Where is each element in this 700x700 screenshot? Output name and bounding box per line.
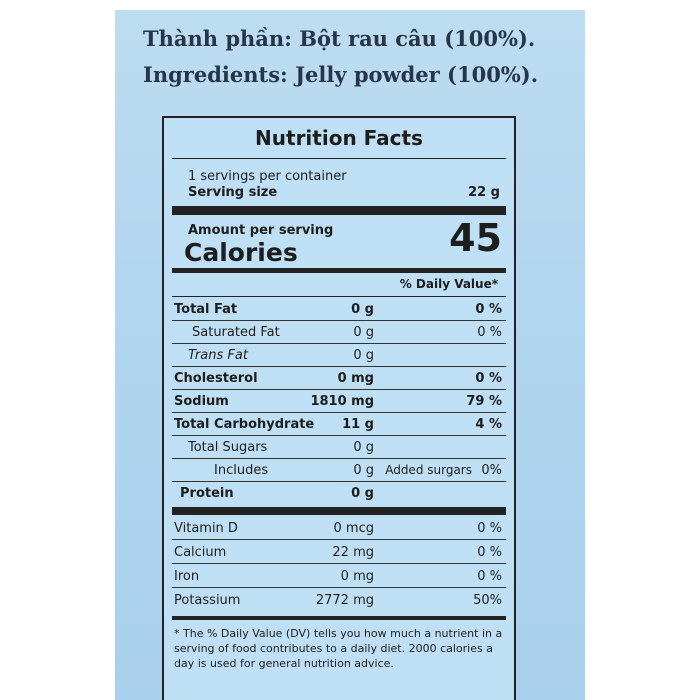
nutrient-name: Total Carbohydrate [174,417,315,432]
nutrient-dv: 79 % [466,394,502,409]
nutrient-row-iron: Iron 0 mg 0 % [164,566,514,588]
nutrient-row-trans-fat: Trans Fat 0 g [164,345,514,367]
thick-divider [172,507,506,515]
nutrient-dv: 0 % [477,569,502,584]
nutrient-name: Calcium [174,545,227,560]
daily-value-footnote: * The % Daily Value (DV) tells you how m… [174,627,503,670]
nutrient-dv: 50% [473,593,502,608]
nutrient-dv: 4 % [475,417,502,432]
nutrient-amount: 0 g [353,325,374,340]
calories-value: 45 [449,216,502,260]
nutrient-name: Trans Fat [188,348,248,363]
nutrient-dv: 0% [481,463,502,478]
ingredients-vietnamese: Thành phần: Bột rau câu (100%). [143,26,536,51]
nutrition-facts-panel: Nutrition Facts 1 servings per container… [162,116,516,700]
nutrient-amount: 0 g [353,348,374,363]
nutrient-dv: 0 % [477,521,502,536]
nutrient-row-calcium: Calcium 22 mg 0 % [164,542,514,564]
medium-divider [172,616,506,620]
nutrient-row-vitamin-d: Vitamin D 0 mcg 0 % [164,518,514,540]
calories-label: Calories [184,238,298,267]
nutrient-name: Protein [180,486,234,501]
nutrient-amount: 0 g [351,302,374,317]
nutrient-row-potassium: Potassium 2772 mg 50% [164,590,514,612]
nutrient-name: Total Fat [174,302,238,317]
ingredients-english: Ingredients: Jelly powder (100%). [143,62,539,87]
nutrient-dv: 0 % [475,302,502,317]
nutrient-amount: 22 mg [332,545,374,560]
nutrient-row-sodium: Sodium 1810 mg 79 % [164,391,514,413]
serving-size-label: Serving size [188,185,278,200]
nutrient-row-protein: Protein 0 g [164,483,514,505]
nutrient-amount: 0 g [351,486,374,501]
nutrient-name: Total Sugars [188,440,268,455]
medium-divider [172,268,506,273]
nutrient-amount: 0 mcg [333,521,374,536]
nutrient-name: Potassium [174,593,241,608]
nutrient-name: Cholesterol [174,371,258,386]
nutrient-name: Sodium [174,394,229,409]
nutrient-dv: 0 % [477,325,502,340]
nutrient-dv: 0 % [477,545,502,560]
divider [172,296,506,297]
nutrient-amount: 11 g [342,417,374,432]
added-sugars-label: Added surgars [385,463,472,477]
nutrient-row-cholesterol: Cholesterol 0 mg 0 % [164,368,514,390]
nutrient-amount: 0 g [353,440,374,455]
nutrient-amount: 2772 mg [315,593,374,608]
nutrient-row-total-fat: Total Fat 0 g 0 % [164,299,514,321]
nutrient-row-added-sugars: Includes 0 g Added surgars 0% [164,460,514,482]
serving-size-value: 22 g [468,185,500,200]
nutrition-facts-title: Nutrition Facts [255,126,423,150]
nutrient-name: Saturated Fat [192,325,280,340]
nutrient-name: Includes [214,463,269,478]
nutrient-amount: 0 mg [340,569,374,584]
daily-value-header: % Daily Value* [399,277,498,291]
nutrient-row-saturated-fat: Saturated Fat 0 g 0 % [164,322,514,344]
nutrient-name: Iron [174,569,200,584]
nutrient-name: Vitamin D [174,521,238,536]
nutrient-amount: 1810 mg [310,394,374,409]
nutrient-row-total-sugars: Total Sugars 0 g [164,437,514,459]
thick-divider [172,206,506,215]
nutrient-amount: 0 mg [337,371,374,386]
nutrient-dv: 0 % [475,371,502,386]
nutrient-row-total-carbohydrate: Total Carbohydrate 11 g 4 % [164,414,514,436]
amount-per-serving: Amount per serving [188,223,334,238]
divider [172,158,506,159]
nutrient-amount: 0 g [353,463,374,478]
servings-per-container: 1 servings per container [188,169,347,184]
